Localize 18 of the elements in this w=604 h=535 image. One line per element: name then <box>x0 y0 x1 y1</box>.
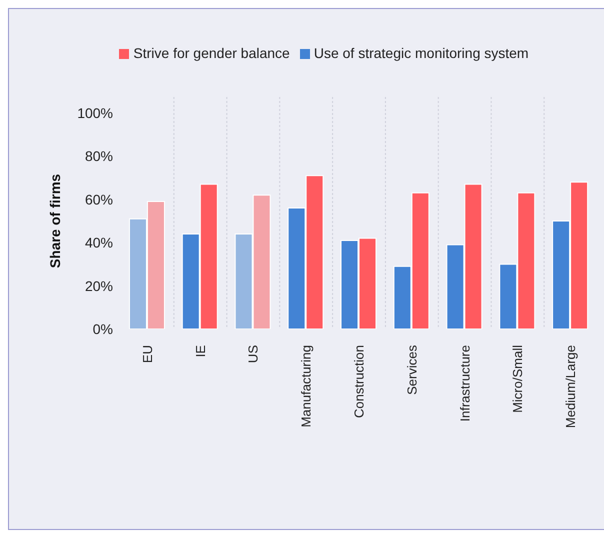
x-tick-label: Micro/Small <box>510 344 526 413</box>
x-tick-label: Construction <box>352 345 366 418</box>
x-tick-label: Infrastructure <box>457 345 472 422</box>
y-tick-label: 80% <box>84 148 113 164</box>
legend-label: Use of strategic monitoring system <box>314 45 529 61</box>
x-tick-label: US <box>246 344 261 364</box>
y-tick-label: 0% <box>92 320 113 337</box>
y-tick-label: 60% <box>84 191 113 208</box>
y-tick-label: 40% <box>84 234 113 251</box>
x-tick-label: Manufacturing <box>298 345 314 428</box>
x-tick-label: Medium/Large <box>563 345 578 428</box>
x-tick-label: Services <box>404 344 420 395</box>
y-tick-label: 20% <box>84 278 113 294</box>
x-tick-label: EU <box>140 345 155 364</box>
x-tick-label: IE <box>192 344 208 358</box>
y-axis-title: Share of firms <box>46 174 63 268</box>
legend-label: Strive for gender balance <box>133 45 290 61</box>
y-tick-label: 100% <box>77 104 113 121</box>
